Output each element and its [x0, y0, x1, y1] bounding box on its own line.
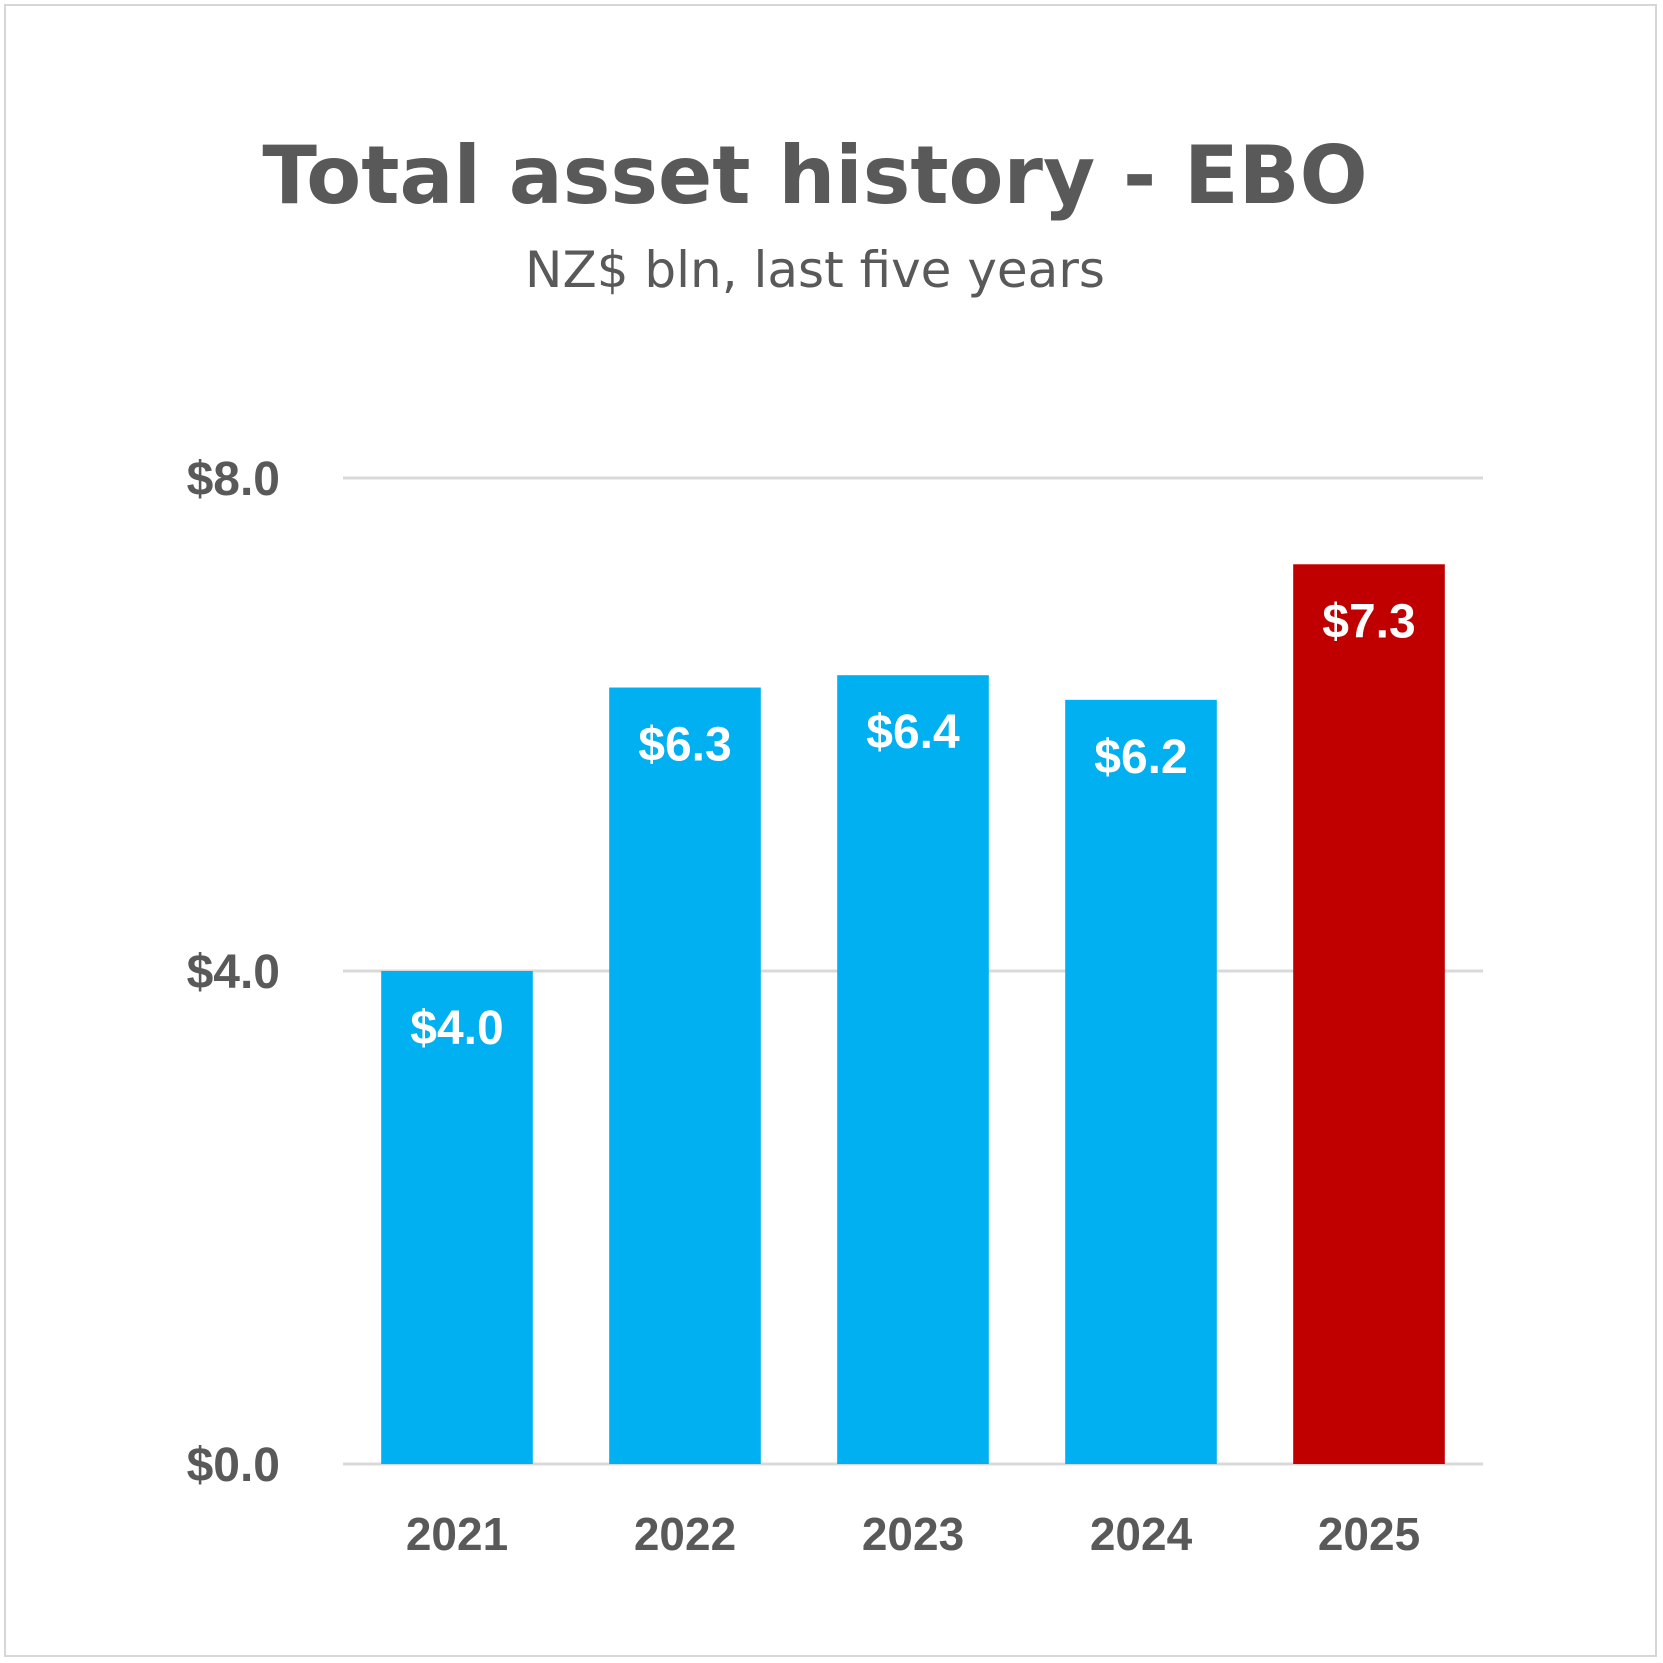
data-label-2024: $6.2: [1094, 731, 1187, 784]
data-label-2021: $4.0: [410, 1002, 503, 1055]
bar-2023: [837, 675, 989, 1464]
x-tick-label: 2023: [862, 1508, 964, 1560]
chart-subtitle: NZ$ bln, last five years: [525, 241, 1105, 299]
chart-title: Total asset history - EBO: [262, 129, 1367, 222]
data-label-2023: $6.4: [866, 706, 960, 759]
data-label-2025: $7.3: [1322, 595, 1415, 648]
bars: [381, 564, 1445, 1464]
data-label-2022: $6.3: [638, 719, 731, 772]
x-tick-label: 2024: [1090, 1508, 1193, 1560]
y-axis-ticks: $0.0 $4.0 $8.0: [187, 453, 280, 1492]
bar-2024: [1065, 699, 1217, 1464]
data-labels: $4.0 $6.3 $6.4 $6.2 $7.3: [410, 595, 1415, 1055]
x-axis-ticks: 2021 2022 2023 2024 2025: [406, 1508, 1420, 1560]
bar-2022: [609, 687, 761, 1464]
x-tick-label: 2025: [1318, 1508, 1420, 1560]
y-tick-label: $0.0: [187, 1439, 280, 1492]
y-tick-label: $8.0: [187, 453, 280, 506]
x-tick-label: 2021: [406, 1508, 508, 1560]
bar-2025: [1293, 564, 1445, 1464]
x-tick-label: 2022: [634, 1508, 736, 1560]
bar-2021: [381, 971, 533, 1464]
y-tick-label: $4.0: [187, 946, 280, 999]
